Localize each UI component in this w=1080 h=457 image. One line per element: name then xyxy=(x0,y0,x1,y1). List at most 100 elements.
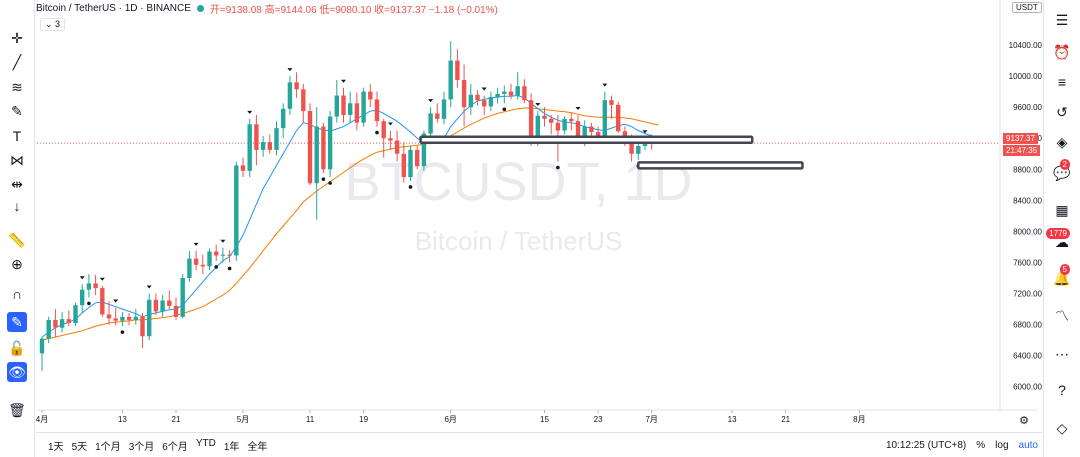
candle-body xyxy=(321,126,326,170)
symbol-title[interactable]: Bitcoin / TetherUS · 1D · BINANCE xyxy=(36,2,191,14)
candle-body xyxy=(475,94,480,101)
signal-mark-down xyxy=(535,103,541,107)
x-tick-label: 8月 xyxy=(853,415,865,424)
candle-body xyxy=(39,338,45,354)
percent-toggle[interactable]: % xyxy=(976,439,986,451)
candle-body xyxy=(193,258,199,265)
range-button-0[interactable]: 1天 xyxy=(48,441,64,453)
eye-icon[interactable]: 👁 xyxy=(7,362,27,382)
signal-mark-down xyxy=(642,130,648,134)
candle-body xyxy=(569,118,574,122)
candle-body xyxy=(287,82,293,109)
chat-icon[interactable]: 💬 2 xyxy=(1053,159,1071,181)
x-tick-label: 13 xyxy=(728,415,737,424)
candle-body xyxy=(274,128,279,150)
range-button-7[interactable]: 全年 xyxy=(247,441,268,453)
text-icon[interactable]: T xyxy=(12,128,22,144)
candle-body xyxy=(482,100,487,107)
candle-body xyxy=(595,132,601,139)
log-toggle[interactable]: log xyxy=(995,439,1009,451)
trend-icon[interactable]: 〽 xyxy=(1055,308,1069,324)
candle-body xyxy=(234,165,239,256)
candle-body xyxy=(173,305,179,317)
candle-body xyxy=(147,299,152,337)
history-icon[interactable]: ↺ xyxy=(1056,103,1068,120)
layers-icon[interactable]: ◈ xyxy=(1056,133,1068,150)
x-tick-label: 5月 xyxy=(237,415,249,424)
trash-icon[interactable]: 🗑 xyxy=(8,401,26,418)
arrow-down-icon[interactable]: ↓ xyxy=(13,198,21,214)
candle-body xyxy=(46,319,51,339)
brush-icon[interactable]: ✎ xyxy=(11,102,23,119)
candle-body xyxy=(267,142,272,150)
help-icon[interactable]: ? xyxy=(1058,382,1066,398)
dots-icon[interactable]: ⋯ xyxy=(1055,345,1069,362)
candle-body xyxy=(415,149,420,167)
watermark-main: BTCUSDT, 1D xyxy=(344,152,692,212)
bottom-toolbar: 1天 5天 1个月 3个月 6个月 YTD 1年 全年 10:12:25 (UTC+8) % … xyxy=(36,432,1042,457)
notification-badge: 5 xyxy=(1059,264,1070,275)
candle-body xyxy=(348,103,353,115)
ma-fast-line xyxy=(41,94,659,338)
candle-body xyxy=(120,316,125,321)
trendline-icon[interactable]: ╱ xyxy=(12,53,22,70)
menu-icon[interactable]: ☰ xyxy=(1055,11,1069,28)
indicator-toggle[interactable]: ⌄ 3 xyxy=(40,18,66,31)
calendar-icon[interactable]: ▦ xyxy=(1055,201,1069,218)
x-tick-label: 19 xyxy=(359,415,368,424)
ma-slow-line xyxy=(41,107,659,341)
candle-body xyxy=(73,305,78,324)
signal-mark-down xyxy=(247,110,253,114)
y-tick-label: 8400.00 xyxy=(1013,196,1042,205)
ohlc-readout: 开=9138.08 高=9144.06 低=9080.10 收=9137.37 … xyxy=(209,4,498,16)
candle-body xyxy=(106,314,112,319)
drawn-rectangle xyxy=(637,161,804,170)
range-button-3[interactable]: 3个月 xyxy=(128,441,155,453)
candle-body xyxy=(629,140,634,154)
candle-body xyxy=(227,254,232,256)
candle-body xyxy=(59,319,65,328)
ruler-icon[interactable]: 📏 xyxy=(8,231,26,248)
clock-label[interactable]: 10:12:25 (UTC+8) xyxy=(885,439,967,451)
candle-body xyxy=(394,140,400,154)
crosshair-icon[interactable]: ✛ xyxy=(11,29,23,46)
list-icon[interactable]: ≡ xyxy=(1057,74,1067,90)
ideas-icon[interactable]: ☁ 1779 xyxy=(1046,228,1072,252)
candle-body xyxy=(649,142,654,144)
magnet-icon[interactable]: ∩ xyxy=(11,286,23,302)
range-button-6[interactable]: 1年 xyxy=(223,441,240,453)
stack-icon[interactable]: ◇ xyxy=(1056,419,1068,436)
pencil-lock-icon[interactable]: ✎ xyxy=(7,312,27,332)
candle-body xyxy=(636,146,641,154)
alarm-icon[interactable]: ⏰ xyxy=(1053,43,1071,60)
notification-badge: 2 xyxy=(1059,159,1070,170)
chart-header: Bitcoin / TetherUS · 1D · BINANCE 开=9138… xyxy=(36,0,498,16)
range-button-4[interactable]: 6个月 xyxy=(162,441,188,453)
signal-mark-down xyxy=(193,242,199,246)
candle-body xyxy=(448,60,453,100)
fib-icon[interactable]: ≋ xyxy=(11,78,23,95)
candle-body xyxy=(435,113,440,119)
signal-mark-down xyxy=(428,99,434,103)
candle-body xyxy=(327,116,333,170)
range-button-1[interactable]: 5天 xyxy=(71,441,88,453)
x-tick-label: 7月 xyxy=(645,415,657,424)
range-button-2[interactable]: 1个月 xyxy=(95,441,121,453)
pattern-icon[interactable]: ⋈ xyxy=(10,151,24,168)
candle-body xyxy=(214,251,219,256)
range-button-5[interactable]: YTD xyxy=(195,437,216,449)
currency-label[interactable]: USDT xyxy=(1012,2,1042,13)
candle-body xyxy=(515,86,520,96)
signal-dot xyxy=(375,130,379,135)
bell-icon[interactable]: 🔔 5 xyxy=(1053,264,1071,286)
measure-icon[interactable]: ⇹ xyxy=(11,175,23,192)
candle-body xyxy=(53,319,58,328)
candle-body xyxy=(294,82,299,90)
zoom-in-icon[interactable]: ⊕ xyxy=(11,255,23,272)
candle-body xyxy=(301,89,306,112)
auto-toggle[interactable]: auto xyxy=(1018,439,1038,451)
signal-mark-down xyxy=(575,106,581,110)
lock-icon[interactable]: 🔓 xyxy=(8,339,26,356)
candle-body xyxy=(160,300,165,312)
